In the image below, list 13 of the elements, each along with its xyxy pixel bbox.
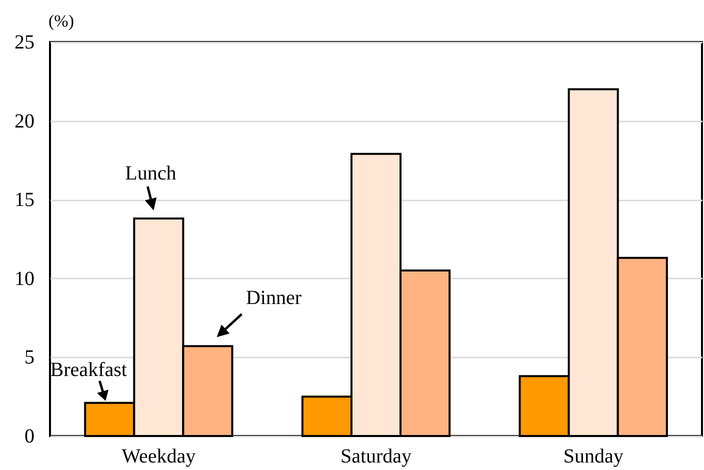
y-tick-label: 15 [14, 189, 34, 212]
y-tick-label: 10 [14, 268, 34, 290]
y-axis-title: (%) [48, 12, 74, 30]
y-tick-label: 5 [24, 346, 34, 369]
y-tick-label: 25 [14, 32, 34, 54]
series-label: Dinner [246, 287, 302, 310]
x-tick-label: Weekday [122, 446, 196, 468]
y-tick-label: 0 [24, 426, 34, 448]
y-tick-label: 20 [14, 110, 34, 132]
series-label: Lunch [125, 162, 176, 185]
x-tick-label: Sunday [563, 446, 624, 468]
series-label: Breakfast [50, 358, 128, 381]
x-tick-label: Saturday [340, 446, 412, 468]
